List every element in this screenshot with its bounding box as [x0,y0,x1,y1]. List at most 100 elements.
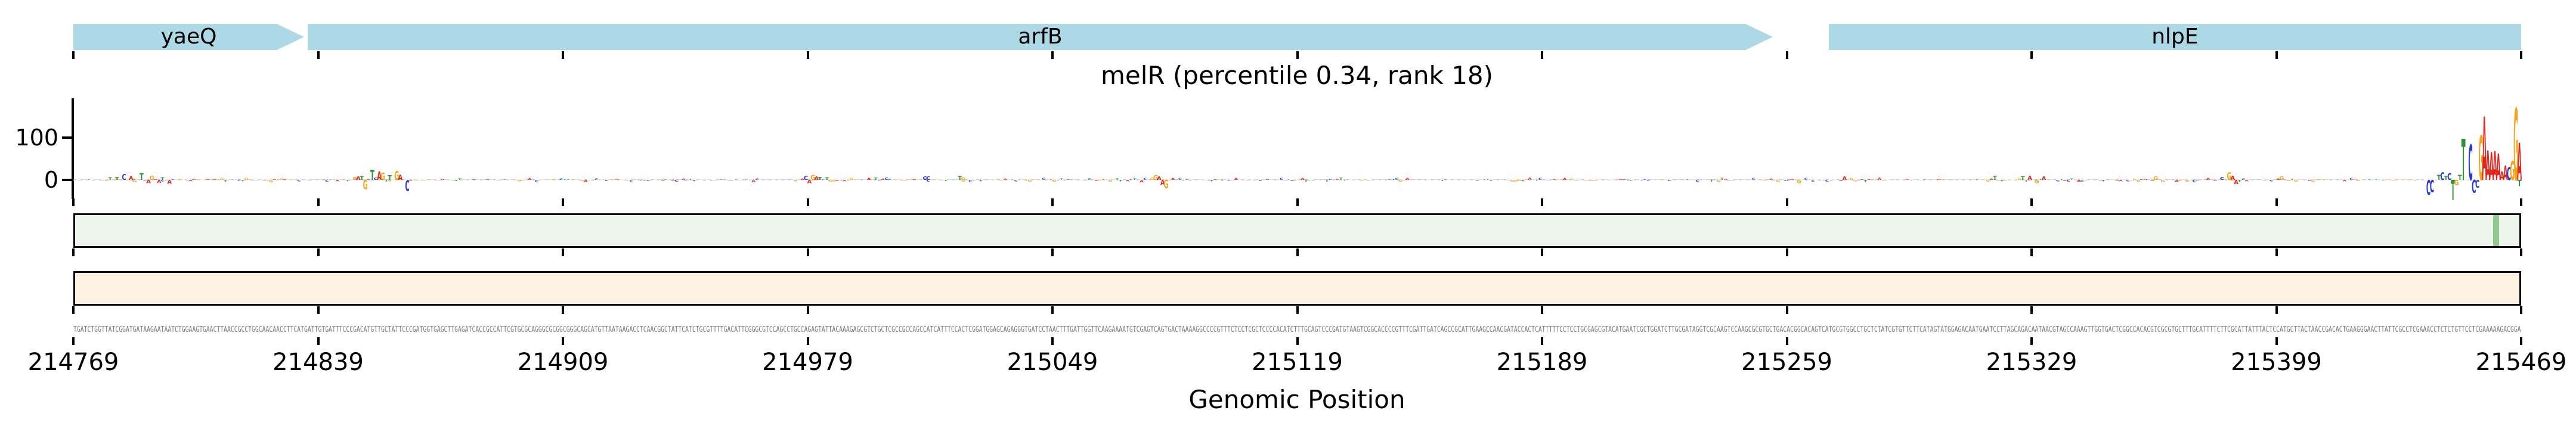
noise-letter: A [710,180,714,181]
logo-letter: A [146,180,151,185]
noise-letter: G [552,179,556,181]
noise-letter: C [2193,179,2196,183]
noise-letter: C [1640,180,1644,181]
noise-letter: T [944,180,948,182]
noise-letter: A [1878,177,1882,181]
logo-letter: G [2279,176,2284,182]
logo-letter: C [2507,165,2511,185]
noise-letter: T [2367,179,2371,181]
noise-letter: A [1004,178,1008,181]
noise-letter: C [1280,178,1283,181]
x-tick-label: 215189 [1496,349,1588,376]
noise-letter: C [1129,179,1134,181]
noise-letter: C [605,180,609,182]
logo-letter: G [2510,157,2515,186]
x-tick-label: 215469 [2475,349,2567,376]
noise-letter: T [1367,180,1371,181]
noise-letter: G [2353,179,2357,180]
axis-tick-mark [2275,337,2278,345]
noise-letter: G [1608,180,1612,181]
axis-tick-mark [72,198,75,206]
noise-letter: G [2231,180,2235,181]
axis-tick-mark [1541,248,1543,256]
axis-tick-mark [1051,51,1054,59]
logo-letter: G [2478,125,2483,195]
noise-letter: G [1038,179,1042,180]
axis-tick-mark [317,337,320,345]
noise-letter: A [867,178,871,181]
noise-letter: T [979,179,983,182]
noise-letter: C [1475,180,1479,181]
noise-letter: A [1528,178,1532,181]
noise-letter: G [244,178,249,181]
logo-letter: T [825,176,829,181]
axis-tick-mark [1051,198,1054,206]
noise-letter: G [2293,179,2298,182]
noise-letter: A [615,179,620,181]
axis-tick-mark [317,198,320,206]
noise-letter: T [1056,180,1060,181]
noise-letter: C [888,179,892,181]
noise-letter: A [528,178,532,181]
x-axis-label: Genomic Position [1188,385,1405,414]
noise-letter: G [104,180,109,182]
noise-letter: C [2308,180,2312,182]
noise-letter: C [1084,180,1088,181]
noise-letter: G [1510,179,1515,182]
noise-letter: C [647,180,651,182]
noise-letter: A [1140,179,1144,184]
noise-letter: C [2056,180,2060,182]
noise-letter: C [2413,180,2416,181]
noise-letter: A [1563,178,1567,181]
noise-letter: T [381,179,385,180]
noise-letter: C [1266,179,1270,181]
noise-letter: G [220,178,224,181]
noise-letter: G [2318,179,2322,181]
logo-letter: G [352,176,357,181]
axis-tick-mark [1785,198,1788,206]
noise-letter: A [584,179,588,183]
noise-letter: A [1790,179,1794,180]
noise-letter: C [1259,180,1263,182]
dna-sequence-text: TGATCTGGTTATCGGATGATAAGAATAATCTGGAAGTGAA… [73,325,2521,334]
noise-letter: A [213,179,217,181]
noise-letter: G [262,180,266,181]
noise-letter: A [444,179,448,180]
noise-letter: C [1503,179,1507,180]
gene-arrow-arfB: arfB [308,24,1773,50]
noise-letter: G [517,179,521,182]
noise-letter: C [171,179,175,181]
noise-letter: G [1517,180,1521,182]
axis-tick-mark [1785,337,1788,345]
logo-letter: A [356,176,361,182]
noise-letter: A [730,180,735,181]
noise-letter: G [269,179,273,184]
noise-letter: C [2252,179,2255,180]
logo-letter: A [2517,133,2522,192]
y-axis-spine [72,98,74,199]
noise-letter: G [2160,179,2165,182]
noise-letter: C [1647,180,1651,182]
noise-letter: A [1066,179,1070,181]
noise-letter: C [1944,179,1948,180]
logo-letter: T [2458,173,2462,182]
noise-letter: T [2039,179,2043,181]
noise-letter: C [1542,179,1546,180]
axis-tick-mark [562,198,564,206]
noise-letter: A [1619,179,1623,181]
noise-letter: T [1308,180,1312,181]
noise-letter: G [1360,180,1364,181]
noise-letter: G [1745,179,1749,180]
noise-letter: A [1301,178,1305,181]
logo-letter: A [1842,176,1847,182]
logo-letter: A [2042,176,2046,182]
logo-letter: T [958,176,962,182]
noise-letter: G [1569,178,1574,181]
noise-letter: G [1850,178,1854,181]
plot-title: melR (percentile 0.34, rank 18) [1100,61,1494,90]
gene-label: arfB [1018,24,1063,49]
noise-letter: T [1165,180,1169,181]
noise-letter: C [2241,178,2245,181]
noise-letter: G [1853,179,1857,182]
logo-letter: T [2437,173,2441,182]
